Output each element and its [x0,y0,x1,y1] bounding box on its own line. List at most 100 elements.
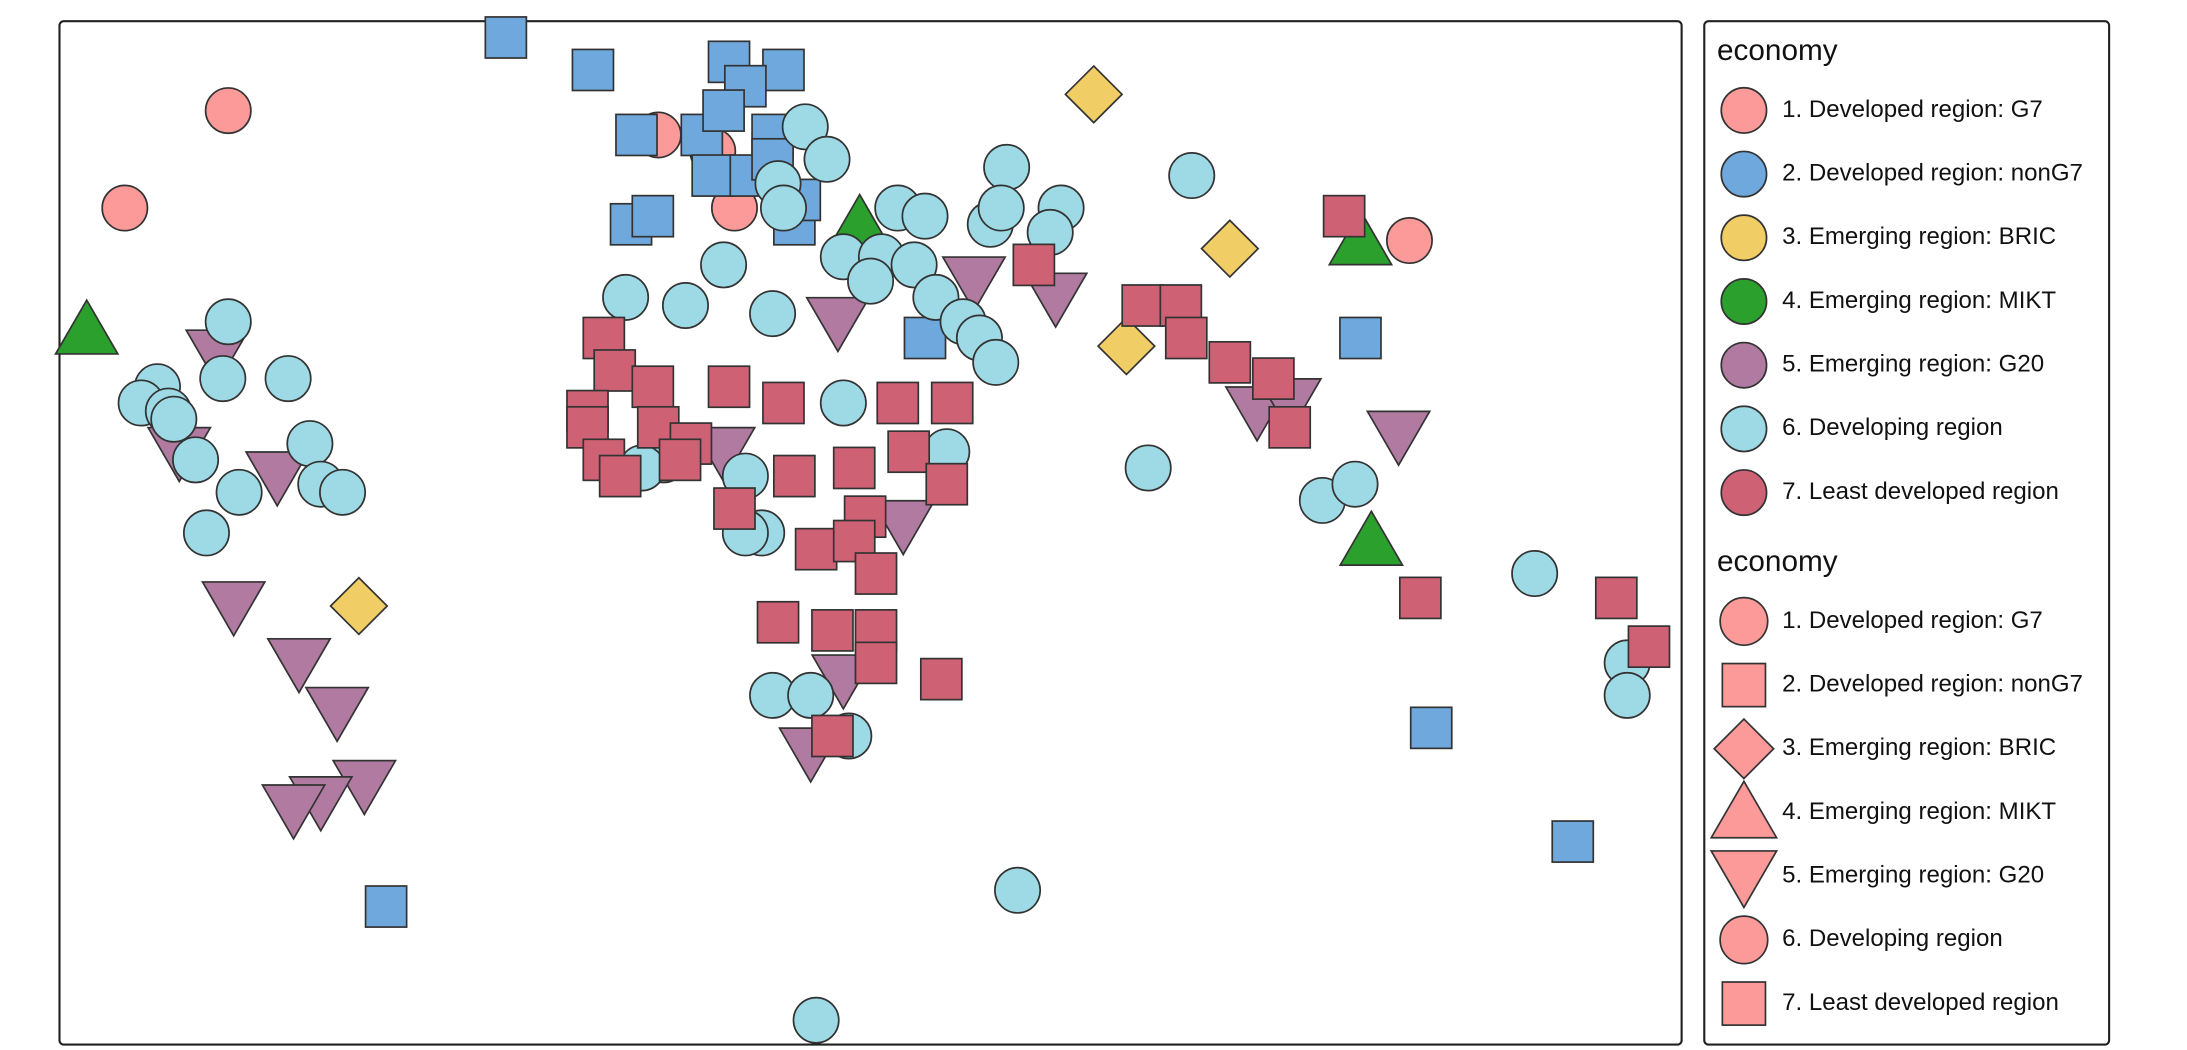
country-symbol [1064,64,1124,124]
legend-color-key [1720,405,1768,453]
legend-label: 2. Developed region: nonG7 [1782,159,2083,186]
legend-shape-key [1709,850,1779,910]
country-symbol [887,430,931,474]
country-symbol [1096,316,1156,376]
country-symbol [286,420,334,468]
country-symbol [700,241,748,289]
country-symbol [1511,550,1559,598]
legend-shape-key [1721,662,1767,708]
country-symbol [707,365,751,409]
country-symbol [319,468,367,516]
country-symbol [781,103,829,151]
country-symbol [1331,460,1379,508]
legend-color-key [1720,86,1768,134]
country-symbol [571,48,615,92]
country-symbol [201,581,267,638]
country-symbol [615,113,658,157]
country-symbol [1164,316,1208,360]
legend-shape-key [1719,596,1769,647]
legend-label: 7. Least developed region [1782,478,2059,505]
legend-color-key [1720,150,1768,198]
country-symbol [762,381,805,425]
country-symbol [919,657,963,701]
legend-label: 6. Developing region [1782,414,2003,441]
country-symbol [890,241,938,289]
legend-shape-key [1721,981,1767,1026]
country-symbol [794,527,838,571]
legend-label: 6. Developing region [1782,925,2003,952]
country-symbol [101,184,149,232]
country-symbol [702,89,745,132]
country-symbol [901,192,949,240]
country-symbol [658,438,702,482]
legend-color-key [1720,341,1768,389]
country-symbol [691,154,735,197]
country-symbol [204,87,252,135]
country-symbol [199,355,247,403]
country-symbol [1551,820,1595,863]
country-symbol [1339,316,1382,360]
country-symbol [759,184,807,232]
country-symbol [1200,219,1260,279]
country-symbol [1603,671,1651,719]
country-symbol [304,686,370,744]
country-symbol [1252,357,1295,400]
country-symbol [266,637,332,695]
country-symbol [925,462,969,506]
country-symbol [983,143,1031,191]
country-symbol [756,600,800,644]
legend-label: 1. Developed region: G7 [1782,607,2043,634]
country-symbol [204,298,252,346]
country-symbol [805,296,871,354]
country-symbol [150,395,198,443]
country-symbol [1365,410,1432,467]
country-symbol [631,194,675,238]
legend-label: 2. Developed region: nonG7 [1782,670,2083,697]
country-symbol [977,184,1025,232]
country-symbol [870,499,936,557]
country-symbol [819,379,867,427]
country-symbol [1168,152,1216,200]
country-symbol [772,454,816,498]
legend-label: 7. Least developed region [1782,989,2059,1016]
country-symbol [832,446,876,490]
country-symbol [1327,209,1394,266]
country-symbol [1385,217,1433,265]
country-symbol [260,784,327,841]
legend-color-key [1720,214,1768,262]
country-symbol [593,349,637,392]
country-symbol [803,135,851,183]
legend-shape-key [1709,779,1779,839]
country-symbol [811,609,854,652]
country-symbol [749,290,797,338]
legend-frame [1703,20,2111,1046]
country-symbol [215,468,263,516]
legend-color-key [1720,277,1768,325]
country-symbol [1398,576,1442,620]
country-symbol [1627,625,1671,669]
country-symbol [484,16,528,59]
country-symbol [854,641,898,685]
country-symbol [329,576,389,636]
country-symbol [1012,243,1056,287]
legend-label: 4. Emerging region: MIKT [1782,287,2056,314]
country-symbol [1208,340,1252,384]
country-symbol [244,451,310,508]
country-symbol [54,298,120,355]
country-symbol [364,885,408,928]
country-symbol [1121,284,1165,327]
country-symbol [331,759,397,817]
country-symbol [1322,194,1366,238]
legend-title: economy [1717,545,1838,578]
country-symbol [661,282,709,330]
country-symbol [713,487,756,530]
country-symbol [847,257,895,305]
country-symbol [811,714,854,758]
country-symbol [1338,509,1404,566]
legend-label: 3. Emerging region: BRIC [1782,734,2056,761]
legend-label: 1. Developed region: G7 [1782,96,2043,123]
legend-shape-key [1712,717,1775,780]
country-symbol [792,996,840,1044]
